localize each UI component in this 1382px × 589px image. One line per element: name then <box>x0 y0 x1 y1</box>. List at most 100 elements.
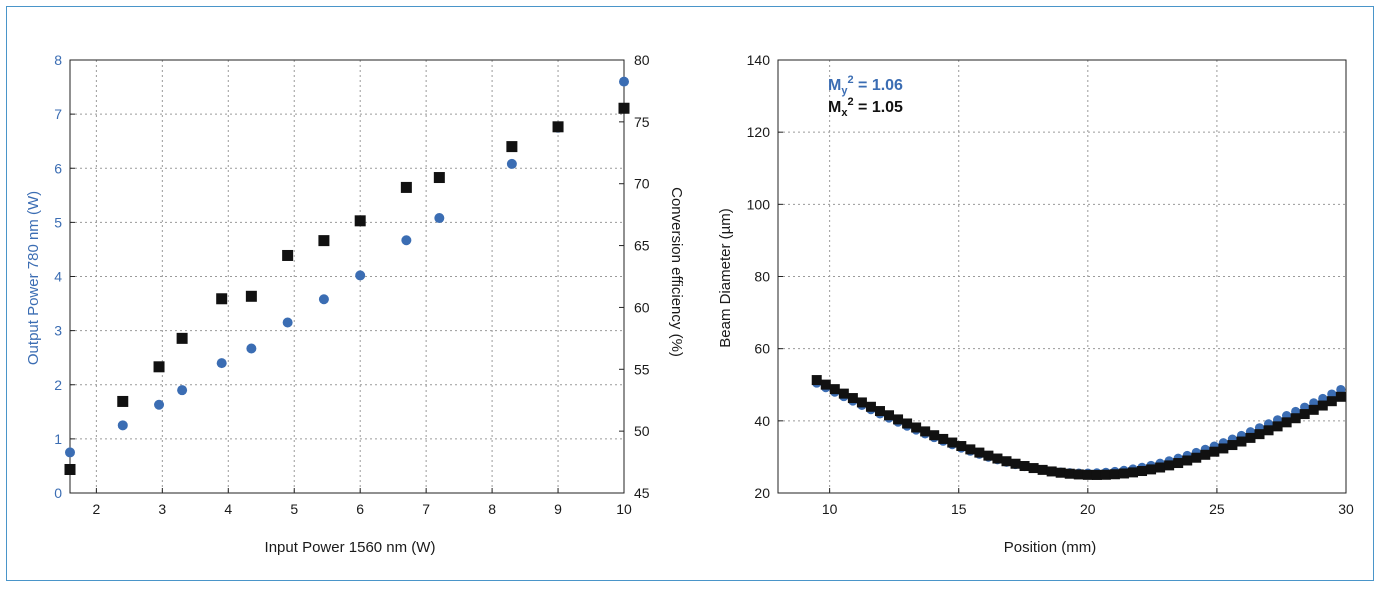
beam-diameter-x-point <box>820 379 831 390</box>
beam-diameter-x-point <box>1001 456 1012 467</box>
beam-diameter-x-point <box>847 393 858 404</box>
beam-diameter-x-point <box>1272 421 1283 432</box>
efficiency-point <box>354 215 366 227</box>
output-power-point <box>117 420 128 431</box>
beam-diameter-x-point <box>1100 469 1111 480</box>
annotation-value: = 1.06 <box>854 77 903 94</box>
beam-diameter-x-point <box>1164 460 1175 471</box>
right-chart-y-tick-label: 140 <box>747 52 771 68</box>
left-chart-x-tick-label: 10 <box>616 501 632 517</box>
efficiency-point <box>282 249 294 261</box>
beam-diameter-x-point <box>1290 413 1301 424</box>
beam-diameter-x-point <box>1046 466 1057 477</box>
left-chart-y2-tick-label: 70 <box>634 176 650 192</box>
left-chart-grid <box>70 59 625 494</box>
beam-diameter-x-point <box>1254 429 1265 440</box>
beam-diameter-x-point <box>1308 404 1319 415</box>
beam-diameter-x-point <box>1091 469 1102 480</box>
efficiency-point <box>433 172 445 184</box>
left-chart-x-tick-label: 4 <box>224 501 232 517</box>
output-power-point <box>246 343 257 354</box>
left-chart-y-ticks: 0 1 2 3 4 5 6 7 8 <box>54 52 62 501</box>
output-power-point <box>506 158 517 169</box>
annotation-subscript: x <box>841 107 848 119</box>
beam-diameter-x-point <box>1082 469 1093 480</box>
beam-diameter-x-point <box>838 388 849 399</box>
beam-diameter-x-point <box>1010 458 1021 469</box>
output-power-point <box>216 358 227 369</box>
right-chart-x-ticks: 10 15 20 25 30 <box>822 501 1354 517</box>
beam-diameter-x-point <box>929 430 940 441</box>
output-power-point <box>282 317 293 328</box>
left-chart-x-tick-label: 9 <box>554 501 562 517</box>
left-chart-y-label: Output Power 780 nm (W) <box>25 191 42 365</box>
efficiency-point <box>506 141 518 153</box>
left-chart-y-tick-label: 0 <box>54 485 62 501</box>
output-power-point <box>65 447 75 458</box>
left-chart-y-tick-label: 5 <box>54 214 62 230</box>
beam-diameter-x-point <box>1073 469 1084 480</box>
beam-diameter-x-point <box>1037 464 1048 475</box>
right-chart-x-label: Position (mm) <box>1004 539 1097 556</box>
right-chart-x-tick-label: 25 <box>1209 501 1225 517</box>
right-chart-y-tick-label: 20 <box>754 485 770 501</box>
left-chart-y2-tick-label: 45 <box>634 485 650 501</box>
beam-diameter-x-point <box>938 433 949 444</box>
left-chart-x-tick-label: 2 <box>92 501 100 517</box>
beam-diameter-x-point <box>965 444 976 455</box>
output-power-point <box>154 399 165 410</box>
left-chart-y-tick-label: 8 <box>54 52 62 68</box>
right-chart-y-tick-label: 40 <box>754 413 770 429</box>
beam-diameter-x-point <box>1218 443 1229 454</box>
beam-diameter-x-point <box>1128 467 1138 478</box>
beam-diameter-x-point <box>1191 452 1202 463</box>
left-chart-x-tick-label: 5 <box>290 501 298 517</box>
beam-diameter-x-point <box>1109 469 1120 480</box>
left-chart-y2-tick-label: 80 <box>634 52 650 68</box>
left-chart-y-tick-label: 6 <box>54 160 62 176</box>
efficiency-point <box>64 463 76 475</box>
beam-diameter-x-point <box>1118 468 1129 479</box>
beam-diameter-x-point <box>1200 449 1211 460</box>
beam-diameter-x-point <box>1028 463 1039 474</box>
beam-diameter-x-point <box>974 447 985 458</box>
left-chart-x-tick-label: 7 <box>422 501 430 517</box>
beam-diameter-x-point <box>811 375 822 386</box>
efficiency-point <box>552 121 564 133</box>
efficiency-point <box>318 235 330 247</box>
left-chart-x-label: Input Power 1560 nm (W) <box>265 539 436 556</box>
beam-diameter-x-point <box>1155 462 1166 473</box>
output-power-point <box>355 270 366 281</box>
left-chart-x-tick-label: 3 <box>158 501 166 517</box>
output-power-point <box>619 76 629 87</box>
beam-diameter-x-point <box>874 406 885 417</box>
left-chart-y2-label: Conversion efficiency (%) <box>668 187 685 357</box>
annotation-value: = 1.05 <box>854 99 903 116</box>
left-chart-y2-tick-label: 50 <box>634 423 650 439</box>
beam-diameter-x-point <box>1137 466 1148 477</box>
efficiency-point <box>153 361 165 373</box>
output-power-point <box>318 294 329 305</box>
right-chart-y-tick-label: 120 <box>747 124 771 140</box>
right-chart-y-tick-label: 60 <box>754 341 770 357</box>
right-chart-x-tick-label: 15 <box>951 501 967 517</box>
right-chart-x-tick-label: 30 <box>1338 501 1354 517</box>
left-chart-y2-tick-label: 55 <box>634 361 650 377</box>
beam-diameter-x-point <box>1209 446 1220 457</box>
beam-diameter-x-point <box>1263 425 1274 436</box>
right-chart-grid <box>778 59 1347 494</box>
left-chart-y2-ticks: 45 50 55 60 65 70 75 80 <box>634 52 650 501</box>
right-chart-x-tick-label: 10 <box>822 501 838 517</box>
left-chart-y-tick-label: 3 <box>54 323 62 339</box>
beam-diameter-x-point <box>1236 436 1247 447</box>
right-chart-plot-area <box>777 59 1347 494</box>
m-squared-annotation: Mx2 = 1.05 <box>828 96 903 119</box>
annotation-base: M <box>828 99 841 116</box>
beam-diameter-x-point <box>1326 396 1337 407</box>
beam-diameter-x-point <box>1055 467 1066 478</box>
efficiency-point <box>176 332 188 344</box>
beam-diameter-x-point <box>1146 464 1157 475</box>
annotation-superscript: 2 <box>847 96 853 108</box>
